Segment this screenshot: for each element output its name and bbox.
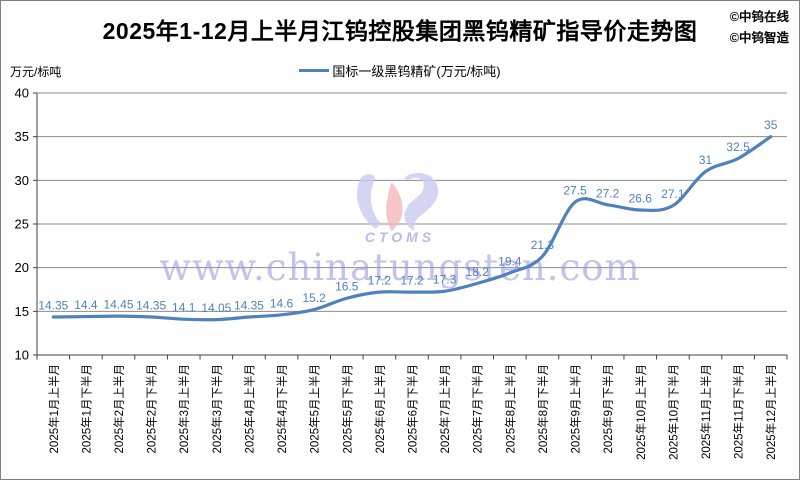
y-tick-label: 40 — [15, 86, 29, 101]
chart-title: 2025年1-12月上半月江钨控股集团黑钨精矿指导价走势图 — [102, 18, 698, 44]
data-point-label: 35 — [764, 118, 778, 132]
chart-legend: 国标一级黑钨精矿(万元/标吨) — [1, 61, 799, 80]
data-point-label: 14.6 — [270, 296, 294, 310]
x-tick-label: 2025年1月上半月 — [47, 364, 61, 453]
x-tick-label: 2025年4月下半月 — [275, 364, 289, 453]
data-point-label: 14.35 — [38, 299, 68, 313]
x-tick-label: 2025年6月上半月 — [373, 364, 387, 453]
x-tick-label: 2025年5月下半月 — [340, 364, 354, 453]
y-tick-label: 15 — [15, 304, 29, 319]
x-tick-label: 2025年8月下半月 — [536, 364, 550, 453]
x-tick-label: 2025年3月上半月 — [177, 364, 191, 453]
x-tick-label: 2025年12月上半月 — [764, 364, 778, 460]
data-point-label: 17.2 — [368, 274, 392, 288]
credit-chinatungsten-smart: ©中钨智造 — [729, 31, 789, 45]
x-tick-label: 2025年11月上半月 — [699, 364, 713, 459]
data-point-label: 27.2 — [596, 186, 620, 200]
data-point-label: 14.35 — [136, 299, 166, 313]
x-tick-label: 2025年2月上半月 — [112, 364, 126, 453]
data-point-label: 16.5 — [335, 280, 359, 294]
credit-chinatungsten-online: ©中钨在线 — [729, 10, 789, 24]
data-point-label: 14.1 — [172, 301, 196, 315]
x-tick-label: 2025年10月下半月 — [666, 364, 680, 460]
data-point-label: 17.2 — [400, 274, 424, 288]
legend-line-swatch — [299, 69, 330, 72]
data-point-label: 15.2 — [302, 291, 326, 305]
x-tick-label: 2025年9月上半月 — [569, 364, 583, 453]
x-tick-label: 2025年6月下半月 — [406, 364, 420, 453]
data-point-label: 17.3 — [433, 273, 457, 287]
x-tick-label: 2025年4月上半月 — [242, 364, 256, 453]
x-tick-label: 2025年5月上半月 — [308, 364, 322, 453]
data-point-label: 21.3 — [531, 238, 555, 252]
y-tick-label: 25 — [15, 217, 29, 232]
y-tick-label: 30 — [15, 173, 29, 188]
y-tick-label: 10 — [15, 348, 29, 363]
data-point-label: 26.6 — [629, 192, 653, 206]
x-tick-label: 2025年10月上半月 — [634, 364, 648, 460]
x-tick-label: 2025年8月上半月 — [503, 364, 517, 453]
x-tick-label: 2025年7月下半月 — [471, 364, 485, 453]
y-tick-label: 35 — [15, 129, 29, 144]
data-point-label: 14.35 — [234, 299, 264, 313]
x-tick-label: 2025年9月下半月 — [601, 364, 615, 453]
y-axis-unit-label: 万元/标吨 — [10, 65, 62, 79]
y-tick-label: 20 — [15, 260, 29, 275]
x-tick-label: 2025年7月上半月 — [438, 364, 452, 453]
x-tick-label: 2025年11月下半月 — [732, 364, 746, 459]
data-point-label: 31 — [699, 153, 713, 167]
data-point-label: 18.2 — [466, 265, 490, 279]
data-point-label: 27.5 — [563, 184, 587, 198]
x-tick-label: 2025年3月下半月 — [210, 364, 224, 453]
data-point-label: 32.5 — [726, 140, 750, 154]
data-point-label: 27.1 — [661, 187, 685, 201]
data-point-label: 19.4 — [498, 254, 522, 268]
price-line — [51, 135, 773, 322]
x-tick-label: 2025年1月下半月 — [79, 364, 93, 453]
copyright-credits: ©中钨在线 ©中钨智造 — [730, 7, 789, 49]
data-point-label: 14.4 — [74, 298, 98, 312]
x-tick-label: 2025年2月下半月 — [145, 364, 159, 453]
data-point-label: 14.05 — [201, 301, 231, 315]
data-point-label: 14.45 — [104, 298, 134, 312]
legend-series-label: 国标一级黑钨精矿(万元/标吨) — [332, 64, 501, 79]
